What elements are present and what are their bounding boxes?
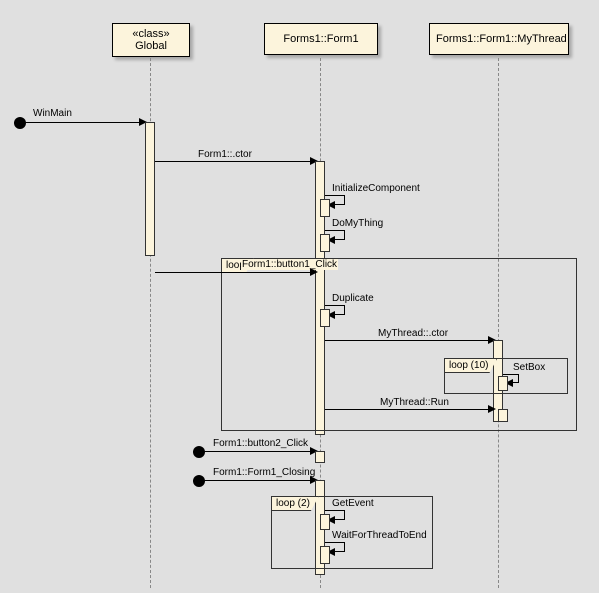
lifeline-stereotype: «class» bbox=[119, 28, 183, 40]
msg-closing: Form1::Form1_Closing bbox=[213, 467, 315, 478]
arrow-btn1 bbox=[155, 272, 315, 273]
msg-dup: Duplicate bbox=[332, 293, 374, 304]
found-dot-btn2 bbox=[193, 446, 205, 458]
activation-wait bbox=[320, 546, 330, 564]
msg-wait: WaitForThreadToEnd bbox=[332, 530, 427, 541]
arrow-ctor bbox=[155, 161, 315, 162]
activation-init bbox=[320, 199, 330, 217]
msg-btn2: Form1::button2_Click bbox=[213, 438, 308, 449]
activation-global bbox=[145, 122, 155, 256]
found-dot-closing bbox=[193, 475, 205, 487]
msg-init: InitializeComponent bbox=[332, 183, 420, 194]
lifeline-name: Forms1::Form1 bbox=[283, 33, 358, 45]
msg-domy: DoMyThing bbox=[332, 218, 383, 229]
activation-dup bbox=[320, 309, 330, 327]
arrow-winmain bbox=[26, 122, 144, 123]
msg-ctor: Form1::.ctor bbox=[198, 149, 252, 160]
activation-setbox bbox=[498, 376, 508, 391]
arrow-btn2 bbox=[205, 451, 315, 452]
lifeline-name: Forms1::Form1::MyThread bbox=[436, 33, 567, 45]
arrow-closing bbox=[205, 480, 315, 481]
frame-label-loop2: loop (2) bbox=[271, 496, 319, 511]
lifeline-thread: Forms1::Form1::MyThread bbox=[429, 23, 569, 55]
msg-tctor: MyThread::.ctor bbox=[378, 328, 448, 339]
activation-btn2 bbox=[315, 451, 325, 463]
lifeline-form1: Forms1::Form1 bbox=[264, 23, 378, 55]
msg-btn1: Form1::button1_Click bbox=[241, 259, 338, 270]
arrow-trun bbox=[325, 409, 493, 410]
lifeline-global: «class» Global bbox=[112, 23, 190, 57]
arrow-head-trun bbox=[488, 405, 496, 413]
activation-trun bbox=[498, 409, 508, 422]
found-message-dot bbox=[14, 117, 26, 129]
msg-getev: GetEvent bbox=[332, 498, 374, 509]
lifeline-name: Global bbox=[119, 40, 183, 52]
arrow-tctor bbox=[325, 340, 493, 341]
msg-trun: MyThread::Run bbox=[380, 397, 449, 408]
arrow-head-btn1 bbox=[310, 268, 318, 276]
activation-getev bbox=[320, 514, 330, 530]
activation-domy bbox=[320, 234, 330, 252]
msg-setbox: SetBox bbox=[513, 362, 545, 373]
frame-label-inner: loop (10) bbox=[444, 358, 497, 373]
msg-winmain: WinMain bbox=[33, 108, 72, 119]
